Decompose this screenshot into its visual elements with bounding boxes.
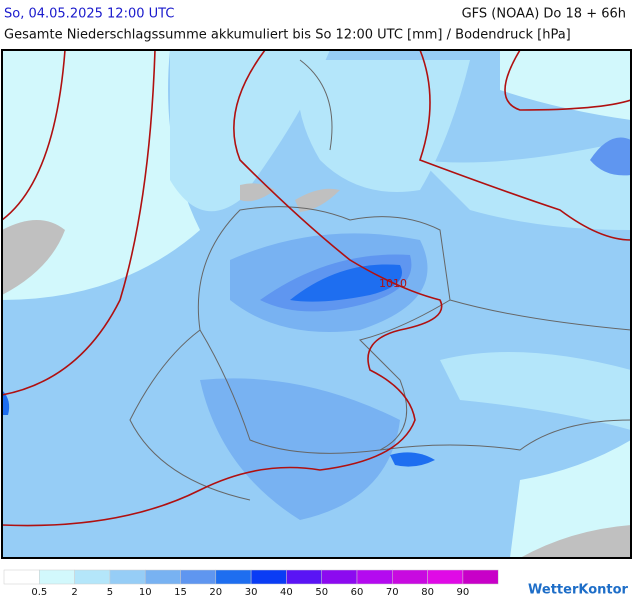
- legend-label: 40: [280, 587, 293, 598]
- legend-swatch: [144, 569, 181, 585]
- datetime: So, 04.05.2025 12:00 UTC: [4, 7, 174, 22]
- borders: [129, 59, 631, 501]
- isobar-label: 1010: [379, 277, 407, 290]
- legend-swatch: [356, 569, 393, 585]
- legend-swatch: [321, 569, 358, 585]
- legend-label: 0.5: [31, 587, 47, 598]
- legend-swatch: [39, 569, 75, 585]
- legend-swatch: [286, 569, 322, 585]
- legend-swatch: [3, 569, 40, 585]
- model-run: GFS (NOAA) Do 18 + 66h: [462, 7, 626, 22]
- legend: 0.5 2 5 10 15 20 30 40 50 60 70 80 90: [3, 569, 499, 598]
- legend-label: 30: [245, 587, 258, 598]
- legend-swatch: [250, 569, 287, 585]
- legend-label: 80: [421, 587, 434, 598]
- legend-label: 10: [139, 587, 152, 598]
- legend-label: 60: [351, 587, 364, 598]
- legend-label: 5: [107, 587, 113, 598]
- legend-swatch: [74, 569, 111, 585]
- legend-swatch: [109, 569, 146, 585]
- legend-label: 15: [174, 587, 187, 598]
- legend-label: 70: [386, 587, 399, 598]
- isobars: [2, 50, 631, 527]
- map: 1010: [1, 49, 632, 559]
- legend-swatch: [180, 569, 217, 585]
- legend-swatch: [427, 569, 464, 585]
- legend-label: 2: [71, 587, 77, 598]
- legend-swatch: [392, 569, 428, 585]
- legend-label: 90: [457, 587, 470, 598]
- subtitle: Gesamte Niederschlagssumme akkumuliert b…: [4, 28, 571, 43]
- legend-label: 50: [315, 587, 328, 598]
- legend-swatch: [462, 569, 499, 585]
- legend-swatch: [215, 569, 252, 585]
- legend-label: 20: [209, 587, 222, 598]
- brand: WetterKontor: [528, 583, 629, 598]
